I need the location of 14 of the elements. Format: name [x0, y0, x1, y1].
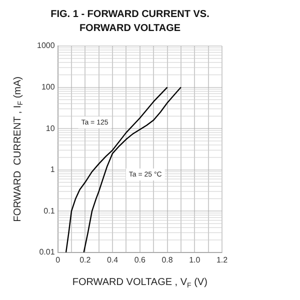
x-tick-label: 0.2	[80, 255, 92, 264]
y-tick-label: 1	[50, 165, 56, 174]
x-tick-label: 1.0	[189, 255, 201, 264]
x-tick-label: 0.4	[106, 255, 119, 264]
y-tick-label: 10	[46, 124, 56, 133]
x-tick-label: 0.8	[162, 255, 174, 264]
y-tick-label: 0.1	[44, 206, 56, 216]
x-tick-label: 1.2	[216, 255, 228, 264]
x-tick-label: 0	[56, 255, 61, 264]
y-tick-label: 100	[41, 82, 56, 92]
chart-title: FIG. 1 - FORWARD CURRENT VS. FORWARD VOLTAGE	[50, 8, 210, 36]
y-tick-label: 1000	[37, 41, 56, 50]
y-tick-label: 0.01	[39, 248, 56, 257]
x-tick-label: 0.6	[134, 255, 146, 264]
